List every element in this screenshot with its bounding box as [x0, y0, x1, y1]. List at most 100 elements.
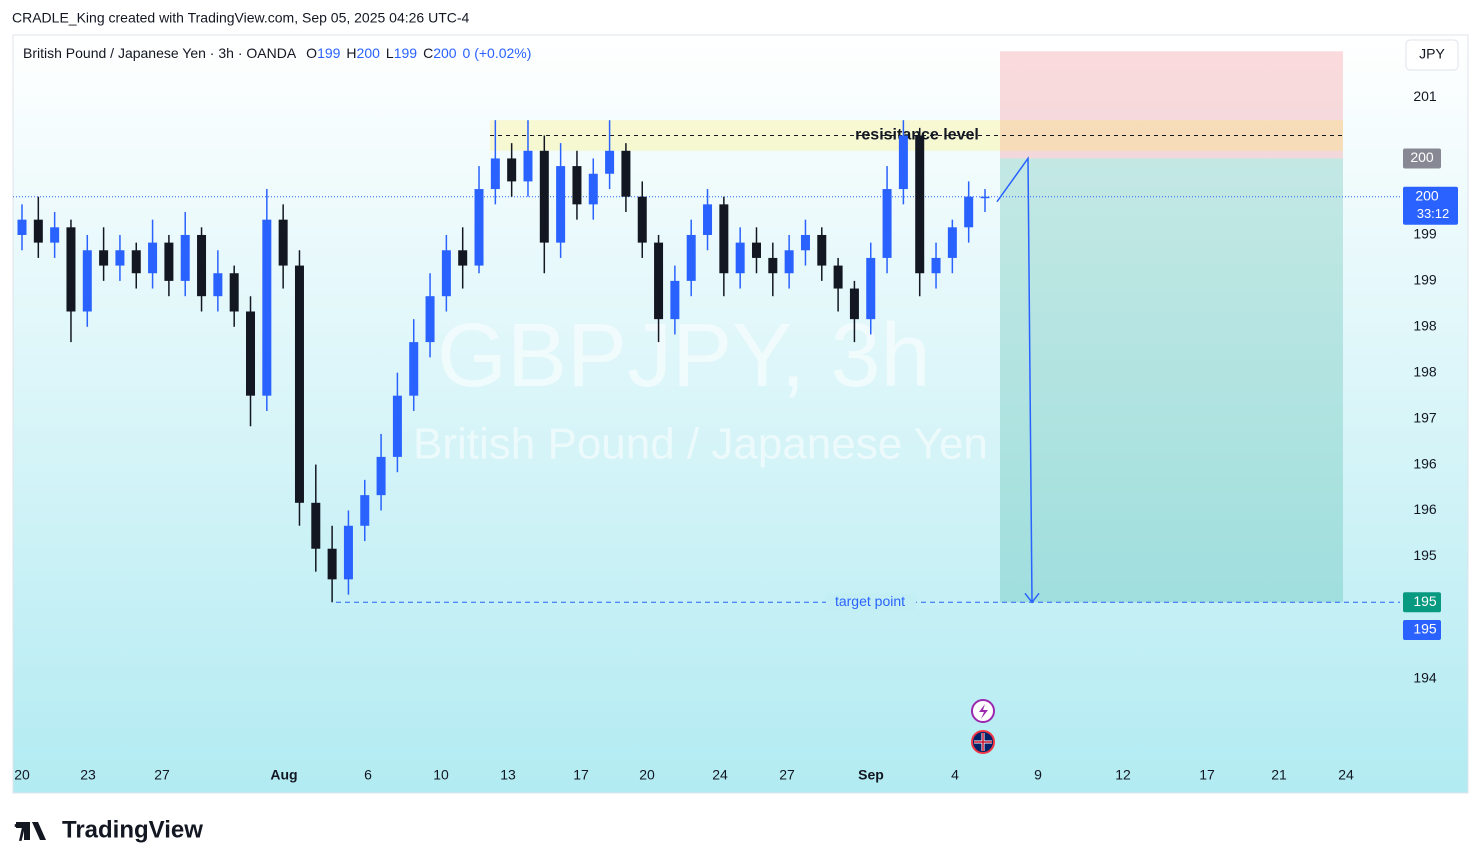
candle-body — [148, 242, 158, 274]
candle-body — [931, 257, 941, 274]
candle-body — [409, 342, 419, 396]
watermark: GBPJPY, 3h — [437, 306, 931, 406]
candle-body — [768, 257, 778, 274]
candle-body — [343, 525, 353, 580]
candle-body — [327, 548, 337, 580]
ohlc-value: 199 — [317, 45, 341, 61]
chart-panel — [12, 34, 1469, 794]
x-tick-label: 17 — [573, 767, 589, 783]
candle-body — [572, 166, 582, 205]
candle-body — [703, 204, 713, 235]
candle-body — [131, 250, 141, 274]
x-tick-label: 10 — [433, 767, 449, 783]
ohlc: O199 H200 L199 C200 — [306, 45, 462, 61]
x-tick-label: 21 — [1271, 767, 1287, 783]
candle-body — [229, 273, 239, 312]
candle-body — [458, 250, 468, 266]
currency: JPY — [1419, 46, 1445, 62]
candle-body — [800, 234, 810, 251]
x-tick-label: 20 — [639, 767, 655, 783]
candle-body — [556, 166, 566, 243]
last-price-label: 200 — [1415, 187, 1439, 203]
symbol-legend: British Pound / Japanese Yen · 3h · OAND… — [23, 45, 537, 61]
x-tick-label: 9 — [1034, 767, 1042, 783]
candle-body — [507, 158, 517, 182]
y-tick-label: 196 — [1413, 455, 1437, 471]
x-tick-label: 27 — [154, 767, 170, 783]
x-tick-label: 24 — [712, 767, 728, 783]
resistance-label: resisitance level — [855, 127, 979, 144]
currency-button[interactable] — [1405, 39, 1459, 71]
target-zone — [1000, 158, 1343, 603]
ohlc-value: 200 — [433, 45, 457, 61]
y-tick-label: 194 — [1413, 670, 1437, 686]
logo: TradingView — [62, 816, 203, 843]
candle-body — [66, 227, 76, 312]
y-tick-label: 199 — [1413, 272, 1437, 288]
target-label: target point — [835, 593, 905, 609]
lightning — [979, 704, 988, 719]
ohlc-value: 200 — [356, 45, 380, 61]
candle-body — [278, 219, 288, 266]
x-tick-label: 23 — [80, 767, 96, 783]
candle-body — [735, 242, 745, 274]
candle-body — [637, 196, 647, 243]
target-text-bg — [826, 593, 916, 612]
x-tick-label: 27 — [779, 767, 795, 783]
candle-body — [817, 234, 827, 266]
y-tick-label: 198 — [1413, 318, 1437, 334]
candle-body — [654, 242, 664, 320]
logo-icon — [16, 822, 46, 840]
trade-arrowhead — [1024, 592, 1040, 604]
candle-body — [964, 196, 974, 228]
x-tick-label: Aug — [270, 767, 297, 783]
y-tick-label: 201 — [1413, 88, 1437, 104]
candle-body — [392, 395, 402, 457]
watermark-subtitle: British Pound / Japanese Yen — [413, 420, 988, 469]
candle-body — [99, 250, 109, 266]
candle-body — [82, 250, 92, 312]
candle-body — [686, 234, 696, 281]
candle-body — [33, 219, 43, 243]
y-tick-label: 198 — [1413, 363, 1437, 379]
candle-body — [425, 296, 435, 343]
x-tick-label: 4 — [951, 767, 959, 783]
candle-body — [164, 242, 174, 281]
y-tick-label: 196 — [1413, 501, 1437, 517]
target-alt-badge-label: 195 — [1413, 621, 1437, 637]
candle-body — [115, 250, 125, 266]
x-tick-label: 13 — [500, 767, 516, 783]
stop-zone — [1000, 51, 1343, 159]
candle-body — [866, 257, 876, 320]
countdown: 33:12 — [1417, 206, 1450, 221]
candle-body — [605, 150, 615, 174]
candle-body — [539, 150, 549, 243]
ohlc-key: L — [385, 45, 394, 61]
trade-arrow — [996, 156, 1033, 603]
x-tick-label: Sep — [858, 767, 884, 783]
candle-body — [621, 150, 631, 197]
candle-body — [17, 219, 27, 235]
candle-body — [980, 196, 990, 199]
candle-body — [262, 219, 272, 396]
candle-body — [751, 242, 761, 258]
candle-body — [898, 135, 908, 190]
target-badge-bg — [1403, 592, 1441, 613]
candle-body — [882, 189, 892, 258]
candle-body — [197, 234, 207, 297]
candle-body — [376, 456, 386, 496]
target-badge-label: 195 — [1413, 593, 1437, 609]
x-tick-label: 17 — [1199, 767, 1215, 783]
x-tick-label: 6 — [364, 767, 372, 783]
candle-body — [915, 135, 925, 274]
target-alt-badge-bg — [1403, 619, 1441, 640]
candle-body — [670, 280, 680, 320]
candle-body — [588, 173, 598, 205]
change: 0 (+0.02%) — [462, 45, 532, 61]
candle-body — [360, 495, 370, 526]
candle-body — [833, 265, 843, 289]
candle-body — [180, 234, 190, 281]
y-tick-label: 197 — [1413, 409, 1437, 425]
candle-body — [719, 204, 729, 274]
